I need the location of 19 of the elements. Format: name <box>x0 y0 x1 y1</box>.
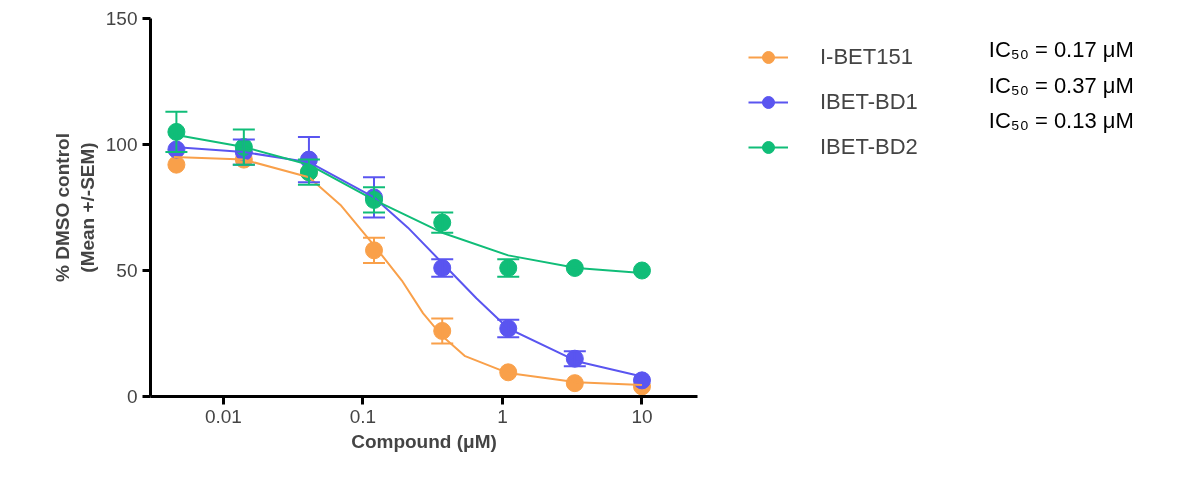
point <box>632 261 651 280</box>
x-tick-label: 0.1 <box>349 405 377 427</box>
y-tick-label: 0 <box>126 386 138 407</box>
point <box>167 155 186 174</box>
point <box>632 371 651 390</box>
text: IC₅₀ = 0.17 μM <box>988 37 1134 63</box>
x-tick-label: 10 <box>631 405 653 427</box>
y-tick-label: 100 <box>105 134 138 155</box>
legend-label: IBET-BD1 <box>820 89 918 115</box>
y-tick-label: 50 <box>116 260 138 281</box>
x-tick-label: 0.01 <box>204 405 242 427</box>
y-tick-label: 150 <box>105 8 138 29</box>
legend-label: I-BET151 <box>820 44 913 70</box>
x-axis-title: Compound (μM) <box>351 430 497 452</box>
y-axis-title: % DMSO control (Mean +/-SEM) <box>51 133 98 282</box>
legend-label: IBET-BD2 <box>820 134 918 160</box>
text: IC₅₀ = 0.13 μM <box>988 107 1134 133</box>
x-tick-label: 1 <box>497 405 508 427</box>
text: IC₅₀ = 0.37 μM <box>988 72 1134 98</box>
